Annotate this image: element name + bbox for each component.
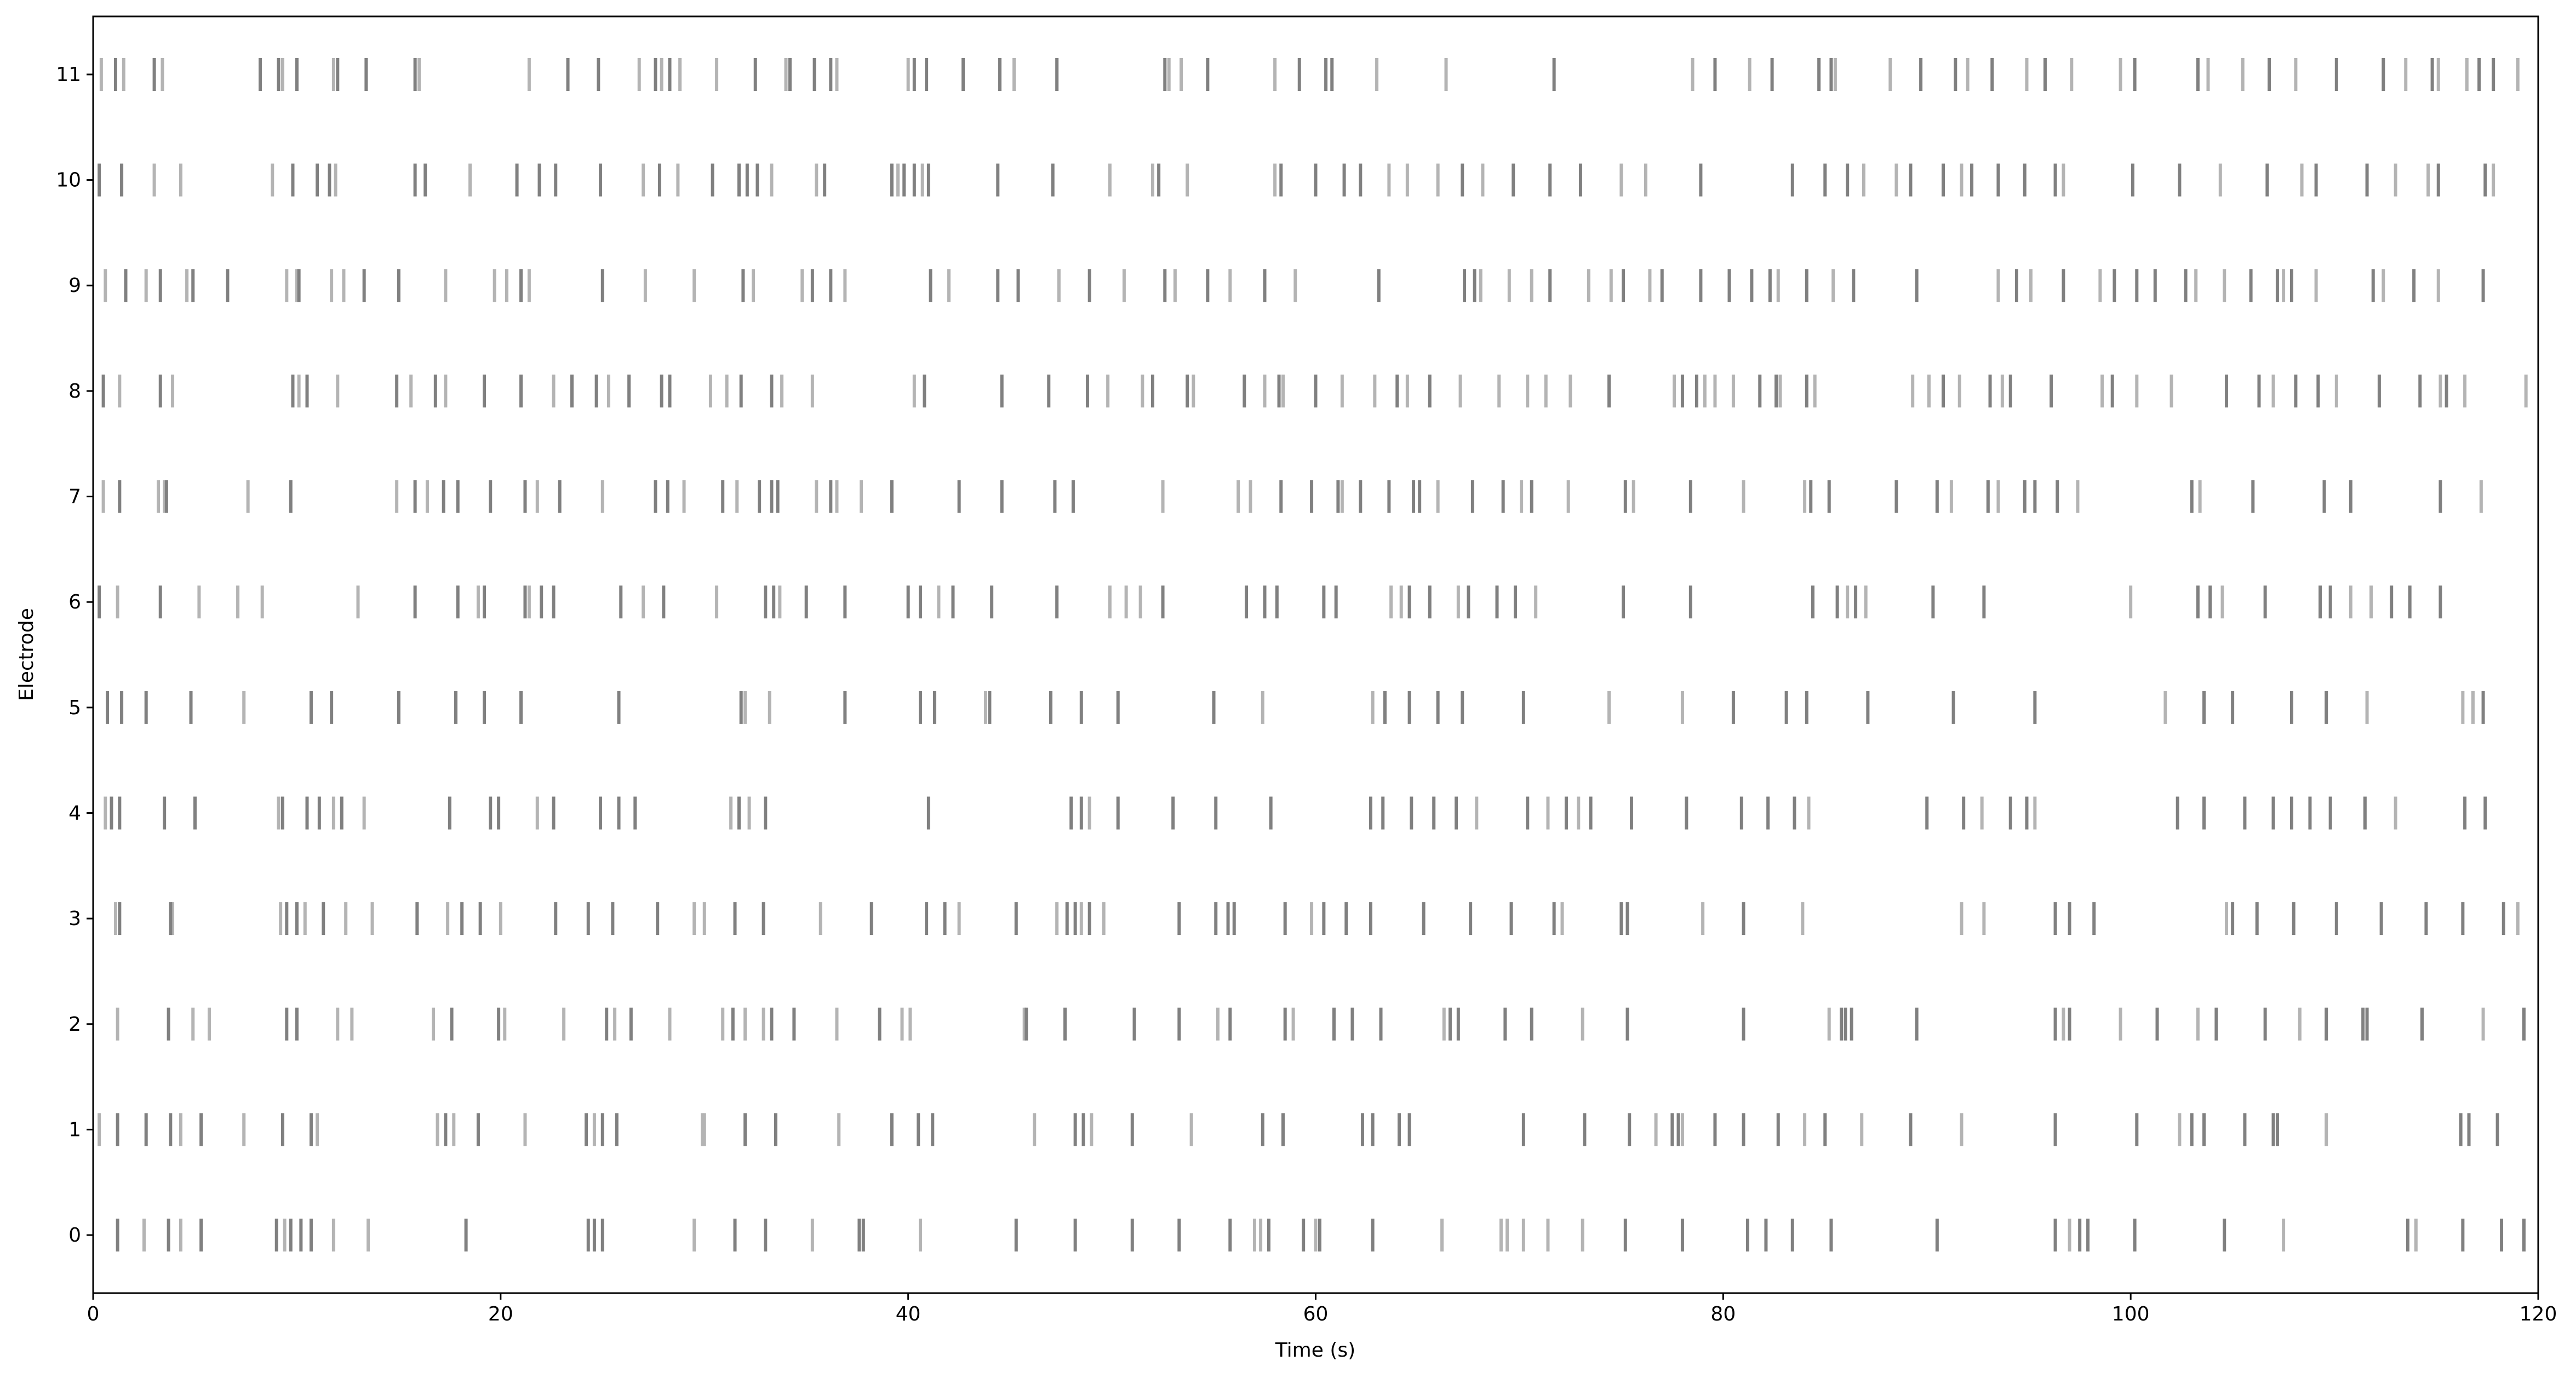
y-tick-label: 4 [68,802,81,824]
x-tick-label: 120 [2520,1303,2557,1325]
electrode-5-events [106,691,2485,724]
y-tick-label: 7 [68,486,81,508]
electrode-7-events [101,480,2483,513]
electrode-9-events [104,269,2485,302]
electrode-2-events [116,1007,2526,1041]
x-tick-label: 60 [1303,1303,1329,1325]
y-tick-label: 1 [68,1118,81,1141]
y-axis-ticks: 0 1 2 3 4 5 6 7 8 9 10 11 [56,64,93,1247]
y-tick-label: 3 [68,908,81,930]
x-axis-label: Time (s) [1275,1339,1355,1362]
y-tick-label: 6 [68,591,81,613]
x-axis-ticks: 0 20 40 60 80 100 120 [87,1293,2557,1325]
y-tick-label: 8 [68,380,81,403]
spike-events [98,58,2528,1252]
electrode-1-events [98,1113,2499,1146]
y-tick-label: 2 [68,1013,81,1036]
x-tick-label: 40 [896,1303,921,1325]
y-tick-label: 5 [68,697,81,719]
x-tick-label: 80 [1710,1303,1736,1325]
electrode-6-events [98,585,2442,619]
electrode-3-events [113,902,2520,935]
y-tick-label: 9 [68,274,81,297]
y-tick-label: 10 [56,169,81,192]
x-tick-label: 20 [488,1303,513,1325]
y-tick-label: 0 [68,1224,81,1247]
y-axis-label: Electrode [15,608,38,701]
y-tick-label: 11 [56,64,81,86]
x-tick-label: 0 [87,1303,100,1325]
electrode-11-events [99,58,2520,91]
electrode-8-events [101,374,2528,407]
electrode-10-events [98,163,2495,197]
electrode-0-events [116,1219,2526,1252]
x-tick-label: 100 [2112,1303,2150,1325]
electrode-4-events [104,796,2487,830]
